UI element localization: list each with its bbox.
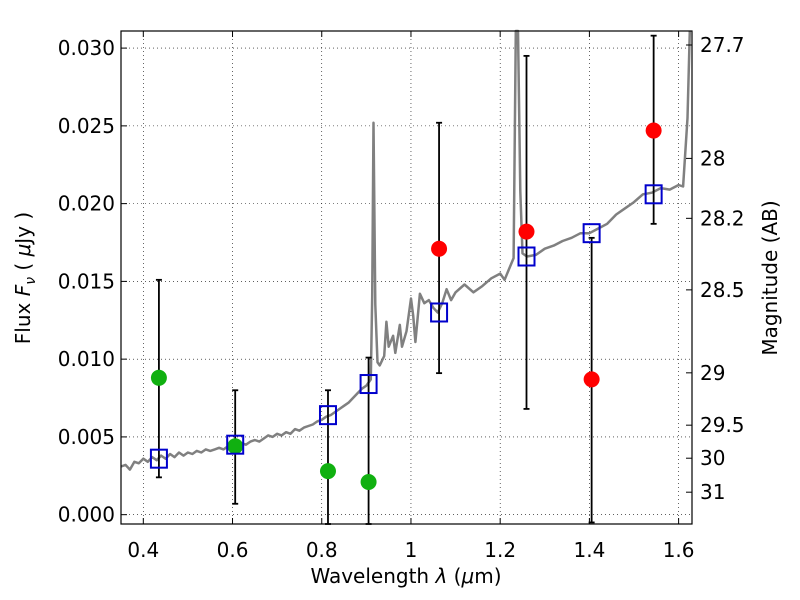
right-axis-title: Magnitude (AB) xyxy=(758,200,782,355)
right-tick-label: 31 xyxy=(700,480,725,504)
red-data-point xyxy=(583,371,600,388)
right-tick-label: 29.5 xyxy=(700,413,745,437)
right-tick-label: 30 xyxy=(700,446,725,470)
x-tick-label: 0.4 xyxy=(127,538,159,562)
y-axis-units-open: ( xyxy=(11,256,35,277)
red-data-point xyxy=(518,223,535,240)
green-data-point xyxy=(227,438,244,455)
x-tick-label: 1.4 xyxy=(573,538,605,562)
y-tick-label: 0.020 xyxy=(58,192,115,216)
x-tick-label: 1 xyxy=(405,538,418,562)
green-data-point xyxy=(319,463,336,480)
y-axis-mu-symbol: μ xyxy=(11,244,35,258)
green-data-point xyxy=(360,474,377,491)
blue-square-marker xyxy=(644,184,663,205)
y-axis-title: Flux Fν ( μJy ) xyxy=(11,212,39,344)
right-tick-label: 27.7 xyxy=(700,33,745,57)
y-axis-nu-subscript: ν xyxy=(23,277,39,285)
tick-layer: 0.4 0.6 0.8 1 1.2 1.4 1.6 0.000 0.005 0.010 0.015 0… xyxy=(58,31,745,562)
y-tick-label: 0.000 xyxy=(58,503,115,527)
blue-square-marker xyxy=(430,302,449,323)
right-tick-label: 28.2 xyxy=(700,206,745,230)
x-tick-label: 1.2 xyxy=(484,538,516,562)
x-axis-units-end: m) xyxy=(474,564,501,588)
blue-square-marker xyxy=(582,223,601,244)
blue-square-marker xyxy=(226,434,245,455)
x-tick-label: 1.6 xyxy=(663,538,695,562)
blue-square-marker xyxy=(517,246,536,267)
x-tick-label: 0.6 xyxy=(217,538,249,562)
blue-square-marker xyxy=(359,374,378,395)
x-axis-label-text: Wavelength xyxy=(310,564,435,588)
x-axis-title: Wavelength λ (μm) xyxy=(310,564,501,588)
red-data-point xyxy=(431,240,448,257)
x-tick-label: 0.8 xyxy=(306,538,338,562)
right-tick-label: 29 xyxy=(700,361,725,385)
y-tick-label: 0.015 xyxy=(58,269,115,293)
y-axis-f-symbol: F xyxy=(11,284,35,296)
spectrum-layer xyxy=(120,29,692,471)
model-spectrum-line xyxy=(120,29,692,471)
blue-square-marker xyxy=(149,448,168,469)
green-data-point xyxy=(150,369,167,386)
red-data-point xyxy=(645,122,662,139)
right-tick-label: 28.5 xyxy=(700,278,745,302)
blue-square-marker xyxy=(318,405,337,426)
marker-layer xyxy=(149,122,663,491)
y-axis-units-close: Jy ) xyxy=(11,212,35,246)
y-axis-label-text: Flux xyxy=(11,296,35,344)
y-tick-label: 0.025 xyxy=(58,114,115,138)
x-axis-lambda-symbol: λ xyxy=(434,564,447,588)
plot-frame xyxy=(120,30,693,525)
x-axis-mu-symbol: μ xyxy=(460,564,474,588)
y-tick-label: 0.005 xyxy=(58,425,115,449)
y-tick-label: 0.030 xyxy=(58,36,115,60)
y-tick-label: 0.010 xyxy=(58,347,115,371)
x-axis-units: ( xyxy=(447,564,461,588)
right-tick-label: 28 xyxy=(700,146,725,170)
